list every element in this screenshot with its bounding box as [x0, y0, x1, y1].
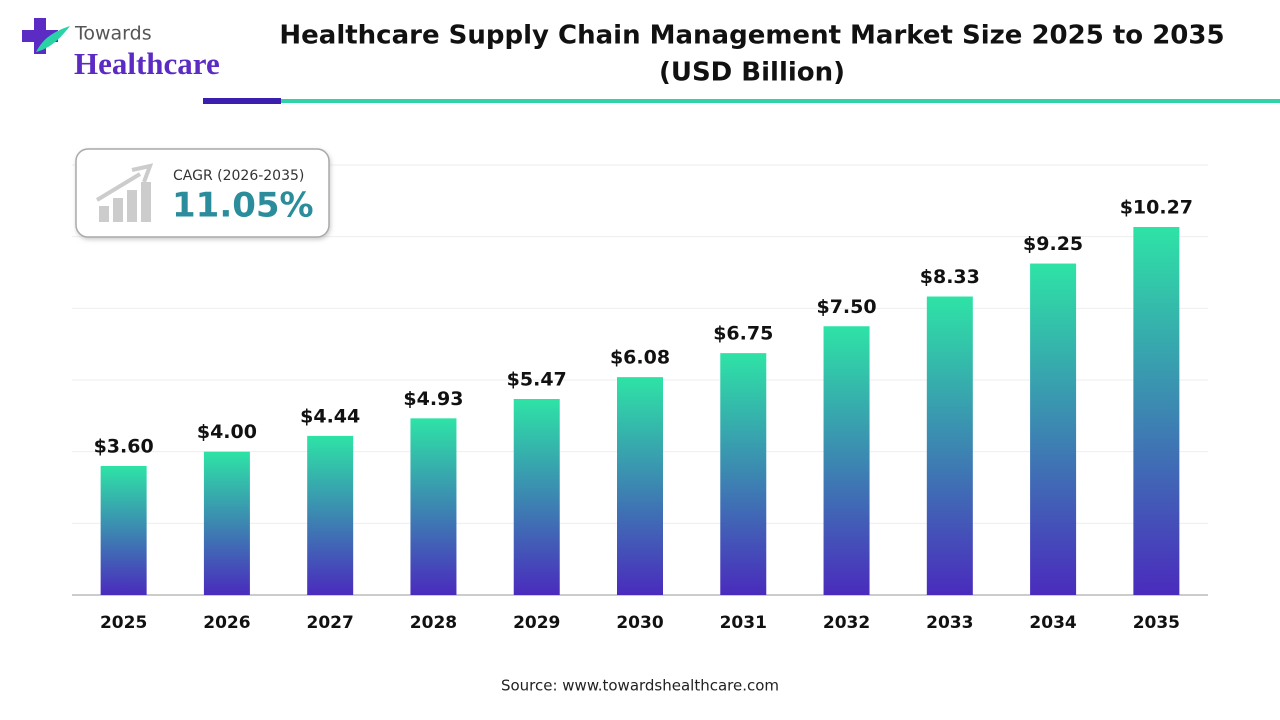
- value-label: $6.75: [713, 323, 773, 345]
- bar: [1030, 263, 1077, 595]
- cagr-icon: [113, 198, 123, 222]
- cagr-value: 11.05%: [172, 186, 314, 226]
- value-label: $6.08: [610, 347, 670, 369]
- bar: [203, 451, 250, 595]
- cagr-icon: [95, 163, 154, 202]
- x-tick-label: 2029: [513, 613, 560, 633]
- logo: Towards Healthcare: [22, 18, 220, 81]
- value-label: $7.50: [816, 296, 876, 318]
- bar: [410, 418, 457, 595]
- x-tick-label: 2027: [307, 613, 354, 633]
- value-label: $3.60: [94, 436, 154, 458]
- x-tick-label: 2032: [823, 613, 870, 633]
- header-accent: [203, 98, 281, 104]
- value-label: $8.33: [920, 266, 980, 288]
- logo-leaf: [36, 26, 70, 52]
- x-tick-label: 2028: [410, 613, 457, 633]
- cagr-frame: [75, 148, 330, 238]
- x-tick-label: 2025: [100, 613, 147, 633]
- bar: [307, 435, 354, 595]
- x-tick-label: 2034: [1029, 613, 1076, 633]
- x-tick-label: 2033: [926, 613, 973, 633]
- header-rule: [281, 99, 1280, 103]
- value-label: $10.27: [1120, 196, 1193, 218]
- bar: [513, 398, 560, 595]
- cagr-icon: [99, 206, 109, 222]
- value-label: $9.25: [1023, 233, 1083, 255]
- plot: 2025 $3.60 2026 $4.00 2027 $4.44 2028 $4.93 2029…: [72, 164, 1208, 633]
- value-label: $4.00: [197, 421, 257, 443]
- bar: [100, 466, 147, 595]
- logo-cross: [22, 18, 58, 54]
- value-label: $4.44: [300, 405, 360, 427]
- cagr-box: CAGR (2026-2035) 11.05%: [75, 148, 330, 238]
- chart-title: (USD Billion): [659, 58, 845, 88]
- x-tick-label: 2035: [1133, 613, 1180, 633]
- cagr-icon: [127, 190, 137, 222]
- value-label: $4.93: [403, 388, 463, 410]
- value-label: $5.47: [507, 368, 567, 390]
- logo-bottom: Healthcare: [74, 46, 220, 81]
- x-tick-label: 2030: [616, 613, 663, 633]
- x-tick-label: 2031: [720, 613, 767, 633]
- bar: [617, 377, 663, 595]
- x-tick-label: 2026: [203, 613, 250, 633]
- chart-title: Healthcare Supply Chain Management Marke…: [279, 21, 1224, 51]
- bar: [1133, 226, 1180, 595]
- cagr-icon: [141, 182, 151, 222]
- bar: [720, 353, 767, 595]
- cagr-label: CAGR (2026-2035): [173, 168, 304, 184]
- bar: [926, 296, 973, 595]
- source: Source: www.towardshealthcare.com: [501, 677, 779, 695]
- bar: [823, 326, 870, 595]
- logo-top: Towards: [74, 23, 152, 45]
